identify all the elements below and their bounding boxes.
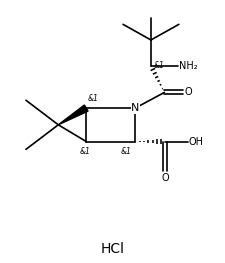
Text: &1: &1 — [88, 94, 98, 103]
Polygon shape — [58, 105, 88, 125]
Text: &1: &1 — [79, 147, 90, 156]
Text: NH₂: NH₂ — [178, 61, 197, 71]
Text: O: O — [184, 87, 191, 97]
Text: OH: OH — [188, 136, 203, 146]
Text: O: O — [161, 173, 169, 183]
Text: HCl: HCl — [101, 242, 124, 256]
Text: &1: &1 — [121, 147, 131, 156]
Text: &1: &1 — [153, 61, 164, 70]
Text: N: N — [130, 103, 139, 113]
